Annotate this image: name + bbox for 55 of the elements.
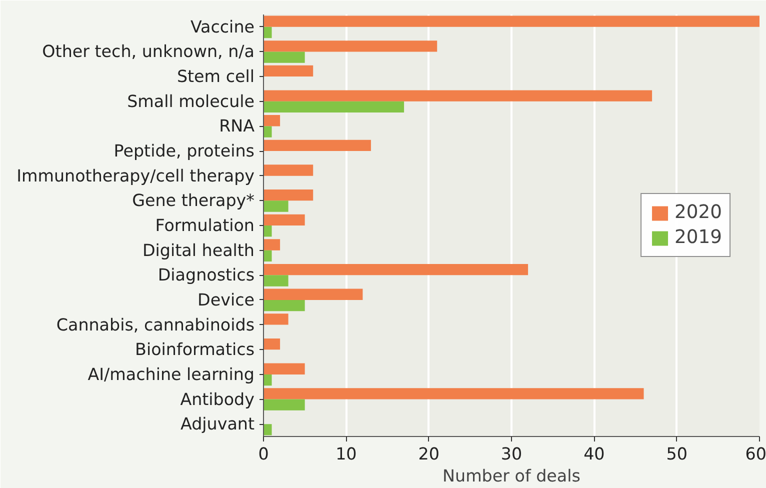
y-tick-label: Antibody: [180, 390, 255, 409]
y-tick-label: Small molecule: [127, 92, 255, 111]
bar: [264, 226, 272, 237]
bar: [264, 65, 314, 77]
bar: [264, 52, 305, 63]
bar: [264, 338, 280, 350]
bar: [264, 314, 288, 325]
bar: [264, 424, 272, 436]
bar: [264, 140, 371, 152]
y-tick-label: Bioinformatics: [135, 340, 255, 360]
bar: [264, 250, 272, 262]
x-tick-label: 40: [584, 444, 605, 464]
bar: [264, 214, 305, 226]
y-tick-label: Peptide, proteins: [114, 142, 255, 161]
bar: [264, 239, 280, 250]
bar: [264, 374, 272, 386]
legend-label: 2020: [674, 202, 722, 223]
y-tick-label: Other tech, unknown, n/a: [42, 42, 255, 62]
y-tick-label: RNA: [219, 116, 256, 136]
bar: [264, 164, 314, 176]
y-tick-label: Diagnostics: [158, 266, 255, 285]
bar: [264, 90, 652, 102]
bar: [264, 275, 288, 286]
legend-label: 2019: [674, 227, 722, 248]
x-tick-label: 20: [418, 444, 440, 464]
bar: [264, 300, 305, 312]
x-tick-label: 10: [336, 444, 357, 464]
x-tick-label: 0: [258, 444, 269, 464]
bar: [264, 126, 272, 138]
x-tick-label: 50: [666, 444, 688, 464]
y-tick-label: Digital health: [142, 240, 255, 260]
bar: [264, 363, 305, 374]
y-tick-label: Device: [198, 290, 255, 310]
x-tick-label: 30: [500, 444, 522, 464]
y-tick-label: AI/machine learning: [88, 364, 255, 384]
bar: [264, 16, 760, 27]
bar: [264, 26, 272, 38]
x-axis-title: Number of deals: [442, 466, 580, 486]
y-tick-label: Cannabis, cannabinoids: [56, 315, 255, 334]
y-tick-label: Stem cell: [176, 67, 255, 86]
bar: [264, 288, 363, 300]
bar: [264, 399, 305, 410]
y-tick-label: Adjuvant: [180, 414, 255, 434]
y-tick-label: Formulation: [155, 216, 255, 235]
y-tick-label: Gene therapy*: [132, 191, 255, 210]
bar: [264, 190, 314, 201]
bar: [264, 388, 644, 400]
bar: [264, 264, 528, 276]
y-tick-label: Vaccine: [190, 17, 255, 36]
bar: [264, 101, 404, 113]
x-tick-label: 60: [745, 444, 766, 464]
bar: [264, 200, 288, 212]
bar: [264, 115, 280, 126]
y-tick-label: Immunotherapy/cell therapy: [16, 166, 255, 186]
bar: [264, 40, 438, 52]
